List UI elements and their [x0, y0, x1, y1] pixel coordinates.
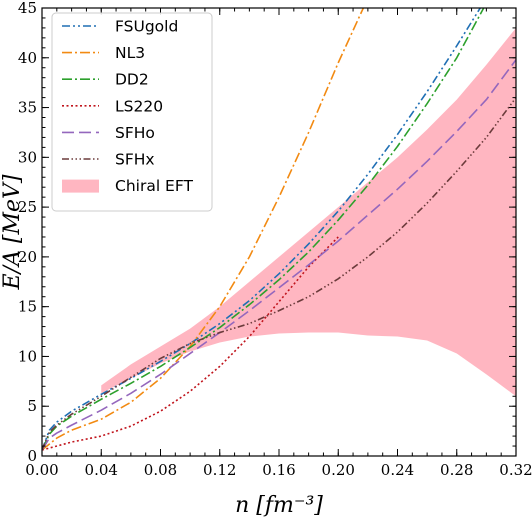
- x-tick-label: 0.32: [499, 461, 532, 479]
- x-tick-label: 0.28: [440, 461, 473, 479]
- y-tick-label: 35: [18, 99, 37, 117]
- x-axis-label: n [fm⁻³]: [235, 493, 323, 518]
- legend-label-ls220: LS220: [115, 97, 163, 115]
- legend-label-nl3: NL3: [115, 44, 145, 62]
- series-line-ls220: [42, 236, 339, 451]
- x-tick-label: 0.08: [144, 461, 177, 479]
- y-tick-label: 5: [27, 397, 37, 415]
- series-line-sfhx: [42, 97, 516, 451]
- x-tick-label: 0.24: [381, 461, 414, 479]
- y-tick-label: 0: [27, 447, 37, 465]
- legend-label-chiral-eft: Chiral EFT: [115, 177, 193, 195]
- legend: FSUgold NL3 DD2 LS220 SFHo SFHx Chiral EFT: [51, 12, 213, 212]
- series-layer: [42, 8, 516, 451]
- chiral-eft-band-layer: [101, 27, 516, 397]
- x-tick-label: 0.04: [85, 461, 118, 479]
- legend-label-sfhx: SFHx: [115, 151, 155, 169]
- y-tick-label: 10: [18, 347, 37, 365]
- legend-swatch-chiral-eft: [62, 179, 99, 193]
- legend-label-fsugold: FSUgold: [115, 18, 178, 36]
- x-tick-label: 0.20: [322, 461, 355, 479]
- series-line-dd2: [42, 8, 485, 451]
- x-tick-label: 0.16: [262, 461, 295, 479]
- legend-label-dd2: DD2: [115, 71, 149, 89]
- y-tick-label: 20: [18, 248, 37, 266]
- series-line-sfho: [42, 59, 516, 451]
- legend-label-sfho: SFHo: [115, 124, 155, 142]
- series-line-fsugold: [42, 8, 482, 451]
- y-tick-label: 15: [18, 298, 37, 316]
- x-tick-label: 0.12: [203, 461, 236, 479]
- chiral-eft-band: [101, 27, 516, 397]
- y-axis-label: E/A [MeV]: [0, 174, 25, 290]
- y-tick-label: 30: [18, 148, 37, 166]
- ticks-layer: 0.00 0.04 0.08 0.12 0.16 0.20 0.24 0.28 0.32 0 5 10…: [18, 0, 532, 479]
- series-line-nl3: [42, 8, 365, 451]
- y-tick-label: 40: [18, 49, 37, 67]
- legend-box: [51, 12, 213, 212]
- y-tick-label: 25: [18, 198, 37, 216]
- x-tick-label: 0.00: [25, 461, 58, 479]
- y-tick-label: 45: [18, 0, 37, 17]
